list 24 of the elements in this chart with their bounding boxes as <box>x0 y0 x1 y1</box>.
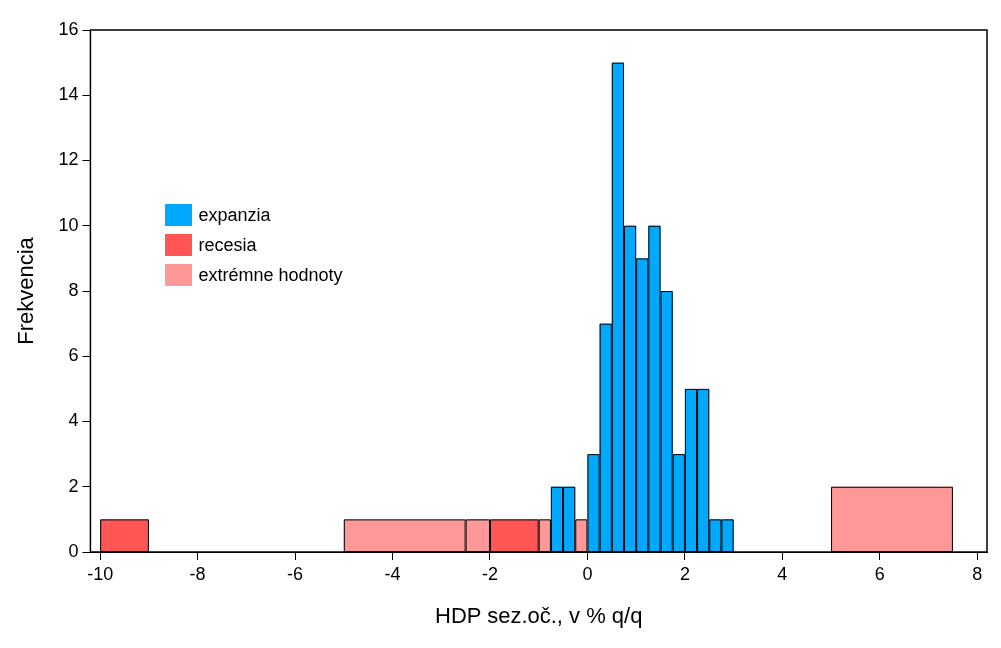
y-axis-title: Frekvencia <box>13 236 39 345</box>
x-tick-label: 2 <box>679 563 690 584</box>
x-tick-label: -4 <box>384 563 401 584</box>
legend-label: expanzia <box>198 204 271 226</box>
y-tick-label: 2 <box>68 475 79 496</box>
x-tick-label: -6 <box>287 563 304 584</box>
legend-label: extrémne hodnoty <box>198 264 343 286</box>
x-tick-label: -8 <box>189 563 206 584</box>
x-tick-label: 4 <box>777 563 788 584</box>
x-tick-label: 8 <box>972 563 983 584</box>
y-tick-label: 12 <box>58 149 79 170</box>
x-tick-label: -2 <box>481 563 498 584</box>
y-tick-label: 16 <box>58 18 79 39</box>
y-tick-label: 14 <box>58 84 79 105</box>
x-axis-title: HDP sez.oč., v % q/q <box>434 602 643 628</box>
y-tick-label: 4 <box>68 410 79 431</box>
legend-label: recesia <box>198 234 257 256</box>
x-tick-label: -10 <box>87 563 114 584</box>
x-tick-label: 6 <box>874 563 885 584</box>
x-tick-label: 0 <box>582 563 593 584</box>
y-tick-label: 10 <box>58 214 79 235</box>
y-tick-label: 8 <box>68 279 79 300</box>
y-tick-label: 0 <box>68 540 79 561</box>
y-tick-label: 6 <box>68 345 79 366</box>
